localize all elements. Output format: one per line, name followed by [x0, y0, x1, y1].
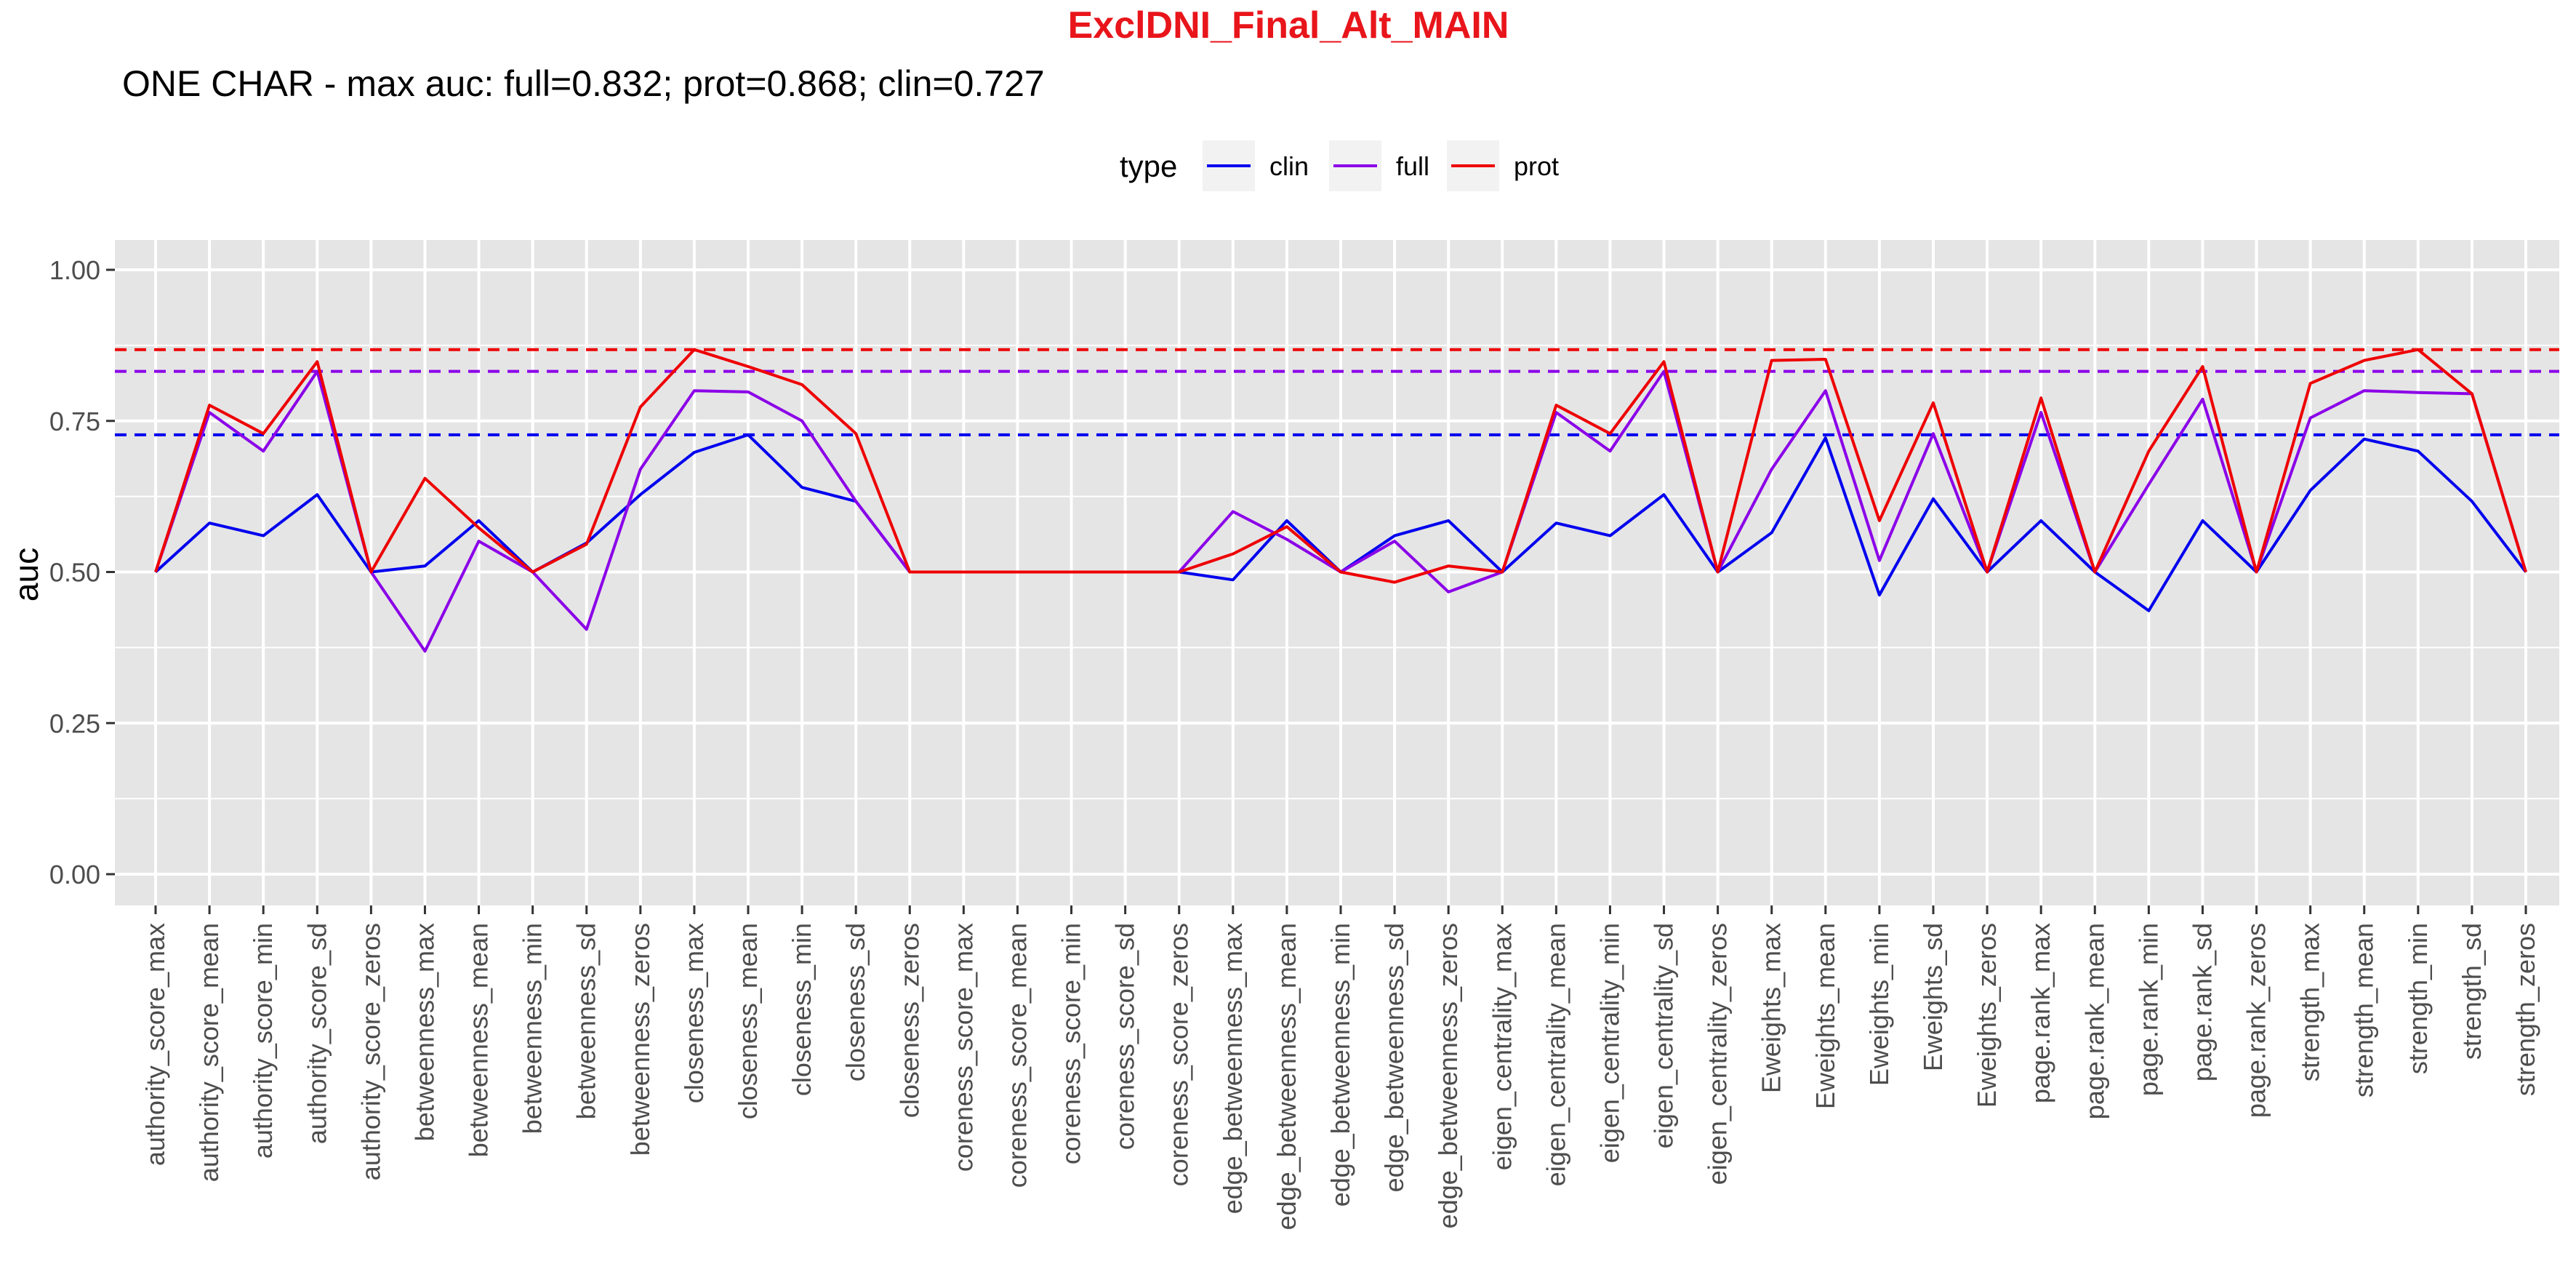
x-tick-label: closeness_mean	[733, 923, 763, 1119]
x-tick-label: coreness_score_max	[948, 923, 978, 1172]
x-tick-label: Eweights_sd	[1918, 923, 1948, 1071]
x-tick-label: page.rank_min	[2133, 923, 2163, 1096]
x-tick-label: betweenness_max	[409, 923, 439, 1141]
legend-label-full: full	[1396, 151, 1429, 181]
chart-subtitle: ONE CHAR - max auc: full=0.832; prot=0.8…	[122, 63, 1045, 104]
x-tick-label: strength_mean	[2349, 923, 2379, 1097]
series-lines	[154, 348, 2527, 653]
x-tick-label: edge_betweenness_min	[1325, 923, 1355, 1207]
x-tick-label: eigen_centrality_max	[1487, 923, 1517, 1170]
x-tick-label: strength_min	[2403, 923, 2433, 1074]
grid-major	[115, 240, 2559, 905]
y-axis: 0.00 0.25 0.50 0.75 1.00	[49, 255, 115, 889]
x-tick-label: betweenness_zeros	[625, 923, 655, 1156]
x-tick-label: page.rank_mean	[2079, 923, 2109, 1119]
legend: type clin full prot	[1120, 140, 1559, 191]
y-tick-label: 0.75	[49, 407, 100, 436]
x-tick-label: closeness_min	[787, 923, 816, 1096]
x-tick-label: strength_sd	[2457, 923, 2487, 1060]
grid-minor	[115, 344, 2559, 800]
x-tick-label: strength_zeros	[2511, 923, 2540, 1096]
x-tick-label: betweenness_min	[518, 923, 547, 1134]
x-tick-label: Eweights_mean	[1810, 923, 1840, 1109]
max-auc-reference-lines	[115, 348, 2559, 436]
x-tick-label: page.rank_max	[2026, 923, 2055, 1103]
x-tick-label: betweenness_mean	[464, 923, 494, 1157]
x-tick-label: edge_betweenness_mean	[1272, 923, 1301, 1230]
x-tick-label: edge_betweenness_zeros	[1433, 923, 1463, 1228]
x-tick-label: authority_score_max	[140, 923, 170, 1166]
x-tick-label: authority_score_zeros	[356, 923, 385, 1180]
y-tick-label: 1.00	[49, 255, 100, 285]
chart-title: ExclDNI_Final_Alt_MAIN	[1068, 4, 1509, 47]
x-axis: authority_score_max authority_score_mean a…	[140, 905, 2540, 1230]
x-tick-label: page.rank_zeros	[2242, 923, 2271, 1118]
x-tick-label: coreness_score_zeros	[1164, 923, 1194, 1186]
x-tick-label: eigen_centrality_zeros	[1703, 923, 1733, 1185]
y-axis-label: auc	[7, 548, 45, 601]
y-tick-label: 0.50	[49, 558, 100, 588]
y-tick-label: 0.25	[49, 708, 100, 738]
x-tick-label: Eweights_zeros	[1972, 923, 2002, 1108]
y-tick-label: 0.00	[49, 860, 100, 889]
x-tick-label: edge_betweenness_sd	[1379, 923, 1409, 1192]
x-tick-label: authority_score_mean	[194, 923, 224, 1182]
x-tick-label: closeness_sd	[840, 923, 870, 1081]
x-tick-label: authority_score_sd	[302, 923, 332, 1144]
series-line-prot	[154, 348, 2527, 584]
x-tick-label: coreness_score_mean	[1002, 923, 1032, 1188]
x-tick-label: eigen_centrality_mean	[1541, 923, 1570, 1186]
x-tick-label: eigen_centrality_min	[1594, 923, 1624, 1163]
x-tick-label: page.rank_sd	[2187, 923, 2217, 1081]
x-tick-label: Eweights_min	[1864, 923, 1894, 1086]
x-tick-label: coreness_score_min	[1056, 923, 1086, 1164]
x-tick-label: strength_max	[2295, 923, 2325, 1081]
x-tick-label: Eweights_max	[1757, 923, 1786, 1093]
legend-title: type	[1120, 149, 1177, 183]
x-tick-label: coreness_score_sd	[1110, 923, 1140, 1150]
x-tick-label: closeness_max	[679, 923, 709, 1103]
x-tick-label: edge_betweenness_max	[1218, 923, 1248, 1214]
x-tick-label: closeness_zeros	[894, 923, 924, 1118]
x-tick-label: betweenness_sd	[571, 923, 601, 1119]
x-tick-label: authority_score_min	[248, 923, 278, 1159]
legend-label-prot: prot	[1514, 151, 1559, 181]
x-tick-label: eigen_centrality_sd	[1649, 923, 1679, 1148]
legend-label-clin: clin	[1269, 151, 1309, 181]
